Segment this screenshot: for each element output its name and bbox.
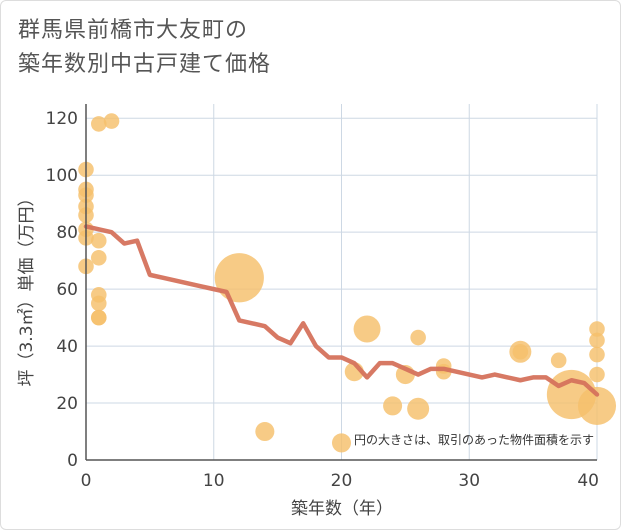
x-tick-0: 0 [81, 471, 92, 491]
bubble-28 [512, 343, 529, 360]
axes [85, 104, 597, 461]
bubble-10 [90, 232, 107, 249]
bubble-23 [410, 329, 426, 346]
y-tick-0: 0 [67, 451, 78, 471]
chart-title: 群馬県前橋市大友町の 築年数別中古戸建て価格 [18, 14, 271, 82]
y-tick-100: 100 [46, 166, 78, 186]
bubble-17 [255, 421, 275, 442]
bubble-33 [589, 346, 605, 363]
bubble-34 [589, 366, 605, 383]
bubble-11 [90, 250, 107, 266]
grid-lines [85, 104, 598, 461]
bubble-16 [214, 253, 264, 303]
title-line-2: 築年数別中古戸建て価格 [18, 52, 272, 77]
bubble-9 [103, 113, 120, 129]
trend-line [83, 224, 600, 397]
bubble-31 [589, 321, 605, 337]
bubble-series [78, 113, 617, 453]
bubble-20 [353, 315, 381, 343]
y-tick-120: 120 [46, 109, 78, 129]
x-tick-20: 20 [331, 471, 353, 491]
size-note: 円の大きさは、取引のあった物件面積を示す [354, 432, 594, 447]
bubble-21 [383, 396, 403, 416]
x-axis-label: 築年数（年） [291, 499, 393, 519]
bubble-13 [90, 295, 107, 312]
trend-series [83, 224, 600, 397]
y-tick-20: 20 [56, 394, 78, 414]
y-axis-label: 坪（3.3㎡）単価（万円） [17, 189, 37, 386]
title-line-1: 群馬県前橋市大友町の [18, 18, 249, 43]
bubble-8 [90, 116, 107, 132]
y-tick-40: 40 [56, 337, 78, 357]
bubble-18 [331, 433, 352, 453]
y-tick-60: 60 [56, 280, 78, 300]
bubble-35 [577, 386, 617, 425]
bubble-29 [550, 352, 567, 369]
x-tick-10: 10 [203, 471, 225, 491]
x-tick-30: 30 [458, 471, 480, 491]
bubble-24 [407, 397, 430, 420]
y-tick-80: 80 [56, 223, 78, 243]
bubble-32 [589, 332, 605, 349]
x-tick-40: 40 [577, 471, 599, 491]
bubble-15 [90, 309, 107, 326]
tick-labels: 0 20 40 60 80 100 120 0 10 20 30 40 [46, 109, 599, 491]
